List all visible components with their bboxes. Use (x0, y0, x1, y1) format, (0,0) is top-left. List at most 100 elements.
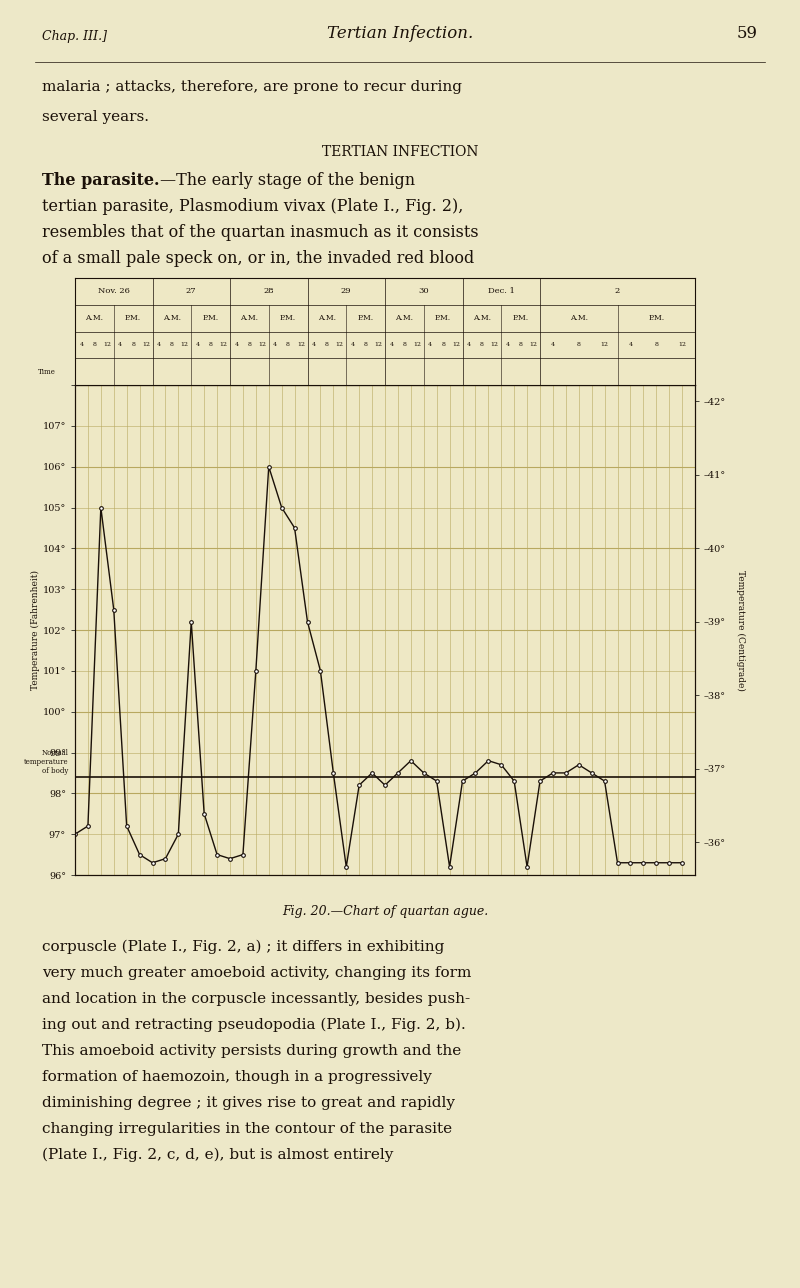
Text: 12: 12 (601, 343, 609, 348)
Text: P.M.: P.M. (280, 314, 296, 322)
Point (495, 755, 508, 775)
Text: Normal
temperature
of body: Normal temperature of body (24, 748, 69, 775)
Point (611, 853, 624, 873)
Point (405, 751, 418, 772)
Point (107, 599, 120, 620)
Text: 4: 4 (312, 343, 316, 348)
Point (69, 824, 82, 845)
Text: 4: 4 (390, 343, 394, 348)
Text: diminishing degree ; it gives rise to great and rapidly: diminishing degree ; it gives rise to gr… (42, 1096, 455, 1110)
Point (586, 762, 598, 783)
Text: 12: 12 (374, 343, 382, 348)
Point (133, 844, 146, 864)
Point (210, 844, 223, 864)
Point (250, 661, 262, 681)
Point (430, 770, 443, 791)
Text: 8: 8 (480, 343, 484, 348)
Text: 12: 12 (678, 343, 686, 348)
Text: A.M.: A.M. (570, 314, 588, 322)
Text: 8: 8 (654, 343, 658, 348)
Text: 8: 8 (577, 343, 581, 348)
Text: Nov. 26: Nov. 26 (98, 287, 130, 295)
Text: 4: 4 (234, 343, 238, 348)
Point (598, 770, 611, 791)
Point (624, 853, 637, 873)
Text: 12: 12 (258, 343, 266, 348)
Text: This amoeboid activity persists during growth and the: This amoeboid activity persists during g… (42, 1045, 462, 1057)
Point (159, 849, 172, 869)
Point (534, 770, 546, 791)
Text: 8: 8 (131, 343, 135, 348)
Point (443, 857, 456, 877)
Point (275, 497, 288, 518)
Text: 12: 12 (490, 343, 498, 348)
Text: malaria ; attacks, therefore, are prone to recur during: malaria ; attacks, therefore, are prone … (42, 80, 462, 94)
Text: 12: 12 (142, 343, 150, 348)
Text: (Plate I., Fig. 2, c, d, e), but is almost entirely: (Plate I., Fig. 2, c, d, e), but is almo… (42, 1148, 394, 1162)
Text: and location in the corpuscle incessantly, besides push-: and location in the corpuscle incessantl… (42, 992, 470, 1006)
Y-axis label: Temperature (Centigrade): Temperature (Centigrade) (737, 569, 746, 690)
Text: several years.: several years. (42, 109, 149, 124)
Point (572, 755, 585, 775)
Point (559, 762, 572, 783)
Text: 12: 12 (181, 343, 189, 348)
Point (94, 497, 107, 518)
Text: 12: 12 (452, 343, 460, 348)
Point (301, 612, 314, 632)
Text: 4: 4 (118, 343, 122, 348)
Point (120, 815, 133, 836)
Point (340, 857, 353, 877)
Text: 8: 8 (170, 343, 174, 348)
Text: 28: 28 (263, 287, 274, 295)
Point (353, 775, 366, 796)
Point (327, 762, 340, 783)
Text: very much greater amoeboid activity, changing its form: very much greater amoeboid activity, cha… (42, 966, 471, 980)
Text: corpuscle (Plate I., Fig. 2, a) ; it differs in exhibiting: corpuscle (Plate I., Fig. 2, a) ; it dif… (42, 940, 444, 954)
Text: 4: 4 (467, 343, 471, 348)
Text: 4: 4 (628, 343, 633, 348)
Text: 8: 8 (209, 343, 213, 348)
Text: Chap. III.]: Chap. III.] (42, 30, 107, 43)
Text: P.M.: P.M. (513, 314, 529, 322)
Text: tertian parasite, Plasmodium vivax (Plate I., Fig. 2),: tertian parasite, Plasmodium vivax (Plat… (42, 198, 463, 215)
Point (237, 844, 250, 864)
Text: Fig. 20.—Chart of quartan ague.: Fig. 20.—Chart of quartan ague. (282, 905, 488, 918)
Text: 8: 8 (402, 343, 406, 348)
Text: A.M.: A.M. (318, 314, 336, 322)
Point (469, 762, 482, 783)
Text: 4: 4 (350, 343, 354, 348)
Point (224, 849, 237, 869)
Text: 30: 30 (418, 287, 429, 295)
Text: 4: 4 (273, 343, 278, 348)
Point (546, 762, 559, 783)
Text: 4: 4 (551, 343, 555, 348)
Point (650, 853, 662, 873)
Point (146, 853, 159, 873)
Text: 4: 4 (157, 343, 161, 348)
Point (637, 853, 650, 873)
Text: 12: 12 (414, 343, 422, 348)
Text: 4: 4 (79, 343, 83, 348)
Text: 8: 8 (441, 343, 445, 348)
Text: 8: 8 (286, 343, 290, 348)
Text: 12: 12 (336, 343, 344, 348)
Text: 12: 12 (103, 343, 111, 348)
Point (676, 853, 689, 873)
Text: TERTIAN INFECTION: TERTIAN INFECTION (322, 146, 478, 158)
Text: 8: 8 (518, 343, 522, 348)
Text: A.M.: A.M. (163, 314, 181, 322)
Text: formation of haemozoin, though in a progressively: formation of haemozoin, though in a prog… (42, 1070, 432, 1084)
Text: —The early stage of the benign: —The early stage of the benign (160, 173, 415, 189)
Text: 4: 4 (506, 343, 510, 348)
Text: 8: 8 (364, 343, 368, 348)
Point (172, 824, 185, 845)
Point (82, 815, 94, 836)
Point (508, 770, 521, 791)
Text: 8: 8 (92, 343, 96, 348)
Point (378, 775, 391, 796)
Text: P.M.: P.M. (125, 314, 141, 322)
Text: P.M.: P.M. (358, 314, 374, 322)
Text: 8: 8 (325, 343, 329, 348)
Text: 12: 12 (297, 343, 305, 348)
Text: Dec. 1: Dec. 1 (488, 287, 514, 295)
